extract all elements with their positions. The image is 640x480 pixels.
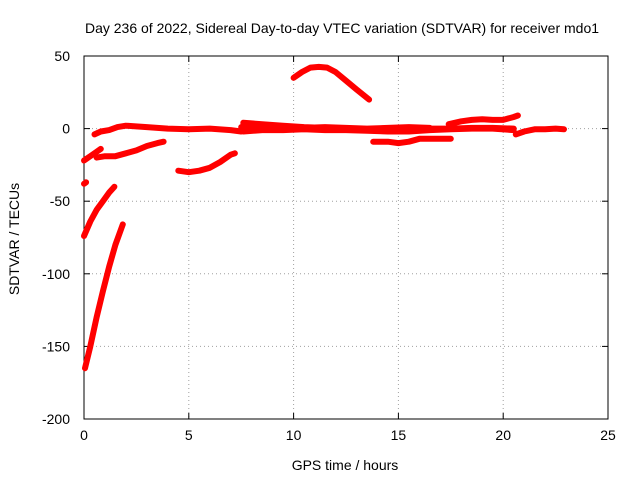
plot-frame xyxy=(83,55,609,420)
x-tick-label: 25 xyxy=(600,427,616,443)
y-tick-label: -100 xyxy=(42,266,70,282)
series-arc-6 xyxy=(91,122,245,138)
series-arc-5 xyxy=(93,138,167,161)
series-arc-4 xyxy=(81,145,104,164)
series-arc-7 xyxy=(175,150,238,176)
series-arc-12 xyxy=(370,135,454,147)
y-axis-label: SDTVAR / TECUs xyxy=(6,183,22,295)
x-tick-label: 20 xyxy=(495,427,511,443)
y-tick-label: 50 xyxy=(54,48,70,64)
chart-title: Day 236 of 2022, Sidereal Day-to-day VTE… xyxy=(85,20,599,36)
y-tick-label: -50 xyxy=(50,193,70,209)
x-tick-label: 10 xyxy=(286,427,302,443)
series-arc-11 xyxy=(290,63,373,103)
series-arc-1 xyxy=(82,221,126,372)
series-arc-3 xyxy=(81,179,90,187)
series-arc-13 xyxy=(445,112,521,128)
x-tick-label: 0 xyxy=(80,427,88,443)
series-arc-2 xyxy=(81,183,118,239)
x-tick-label: 15 xyxy=(391,427,407,443)
y-tick-label: -200 xyxy=(42,411,70,427)
series-arc-14 xyxy=(512,125,567,138)
x-axis-label: GPS time / hours xyxy=(292,457,399,473)
y-tick-label: 0 xyxy=(62,121,70,137)
x-tick-label: 5 xyxy=(185,427,193,443)
grid xyxy=(84,56,608,419)
y-tick-label: -150 xyxy=(42,338,70,354)
series-arc-10 xyxy=(238,124,433,133)
axis-ticks xyxy=(83,55,609,420)
series-group xyxy=(81,63,567,372)
tick-labels: 0 5 10 15 20 25 -200 -150 -100 -50 0 50 xyxy=(42,48,616,443)
